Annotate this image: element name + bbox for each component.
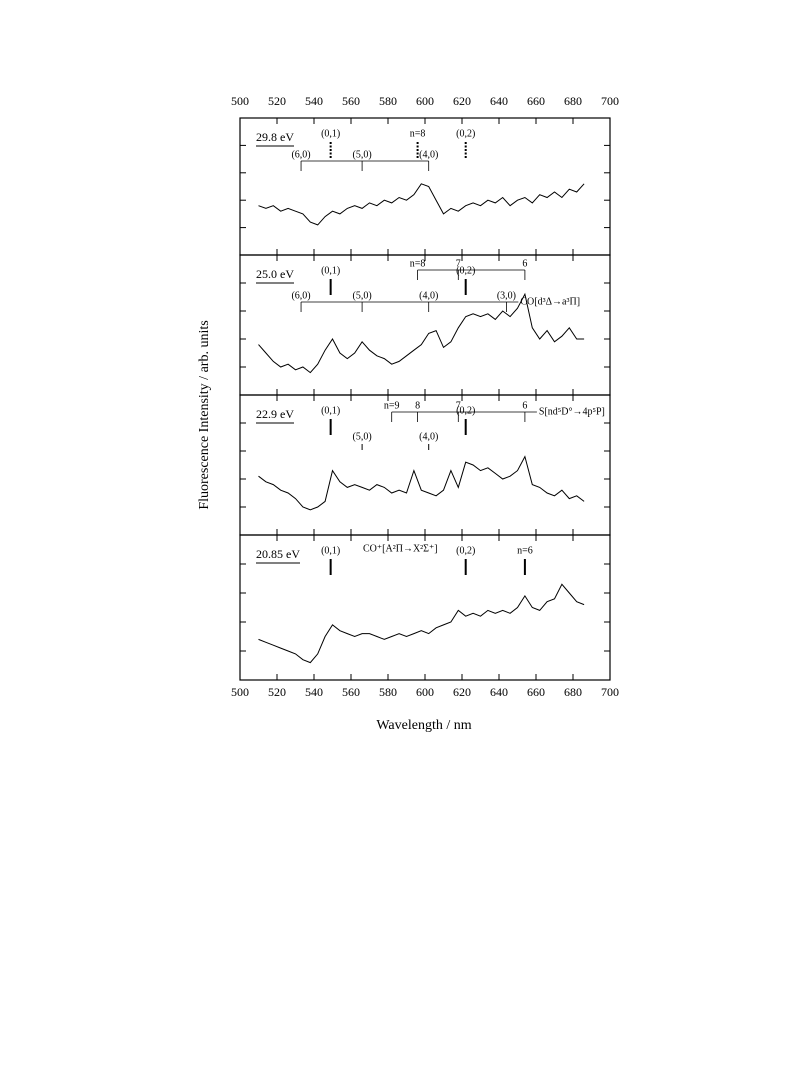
panel-frame [239,254,611,396]
marker-label: (0,2) [456,545,475,556]
system-label: S[nd⁵D°→4p⁵P] [539,406,605,417]
marker-label: (0,1) [321,128,340,139]
x-tick-label: 680 [564,94,582,108]
x-tick-label: 660 [527,94,545,108]
spectrum [258,455,585,511]
x-tick-label: 600 [416,685,434,699]
marker-label: (0,1) [321,405,340,416]
x-tick-label: 700 [601,94,619,108]
comb-label: (3,0) [497,290,516,301]
comb-label: 6 [522,258,527,269]
comb-label: n=9 [384,400,400,411]
comb-label: (5,0) [353,149,372,160]
comb-label: (6,0) [291,149,310,160]
comb-label: 7 [456,400,461,411]
x-axis-title: Wavelength / nm [376,718,471,733]
marker-label: (0,1) [321,265,340,276]
marker-label: (0,2) [456,265,475,276]
minor-marker-label: (5,0) [353,431,372,442]
x-tick-label: 600 [416,94,434,108]
spectrum [258,183,585,226]
comb-label: (4,0) [419,290,438,301]
x-tick-label: 620 [453,94,471,108]
comb-label: (4,0) [419,149,438,160]
energy-label: 29.8 eV [256,130,294,144]
comb-label: (5,0) [353,290,372,301]
comb-label: 7 [456,258,461,269]
x-tick-label: 500 [231,94,249,108]
system-label: CO[d³Δ→a³Π] [520,296,580,307]
x-tick-label: 660 [527,685,545,699]
energy-label: 25.0 eV [256,267,294,281]
system-label: CO⁺[A²Π→X²Σ⁺] [363,543,438,554]
spectrum [258,292,585,374]
x-tick-label: 560 [342,685,360,699]
energy-label: 22.9 eV [256,407,294,421]
x-tick-label: 580 [379,685,397,699]
comb-label: n=8 [410,258,426,269]
marker-label: (0,1) [321,545,340,556]
minor-marker-label: (4,0) [419,431,438,442]
y-axis-title: Fluorescence Intensity / arb. units [197,320,212,509]
x-tick-label: 520 [268,685,286,699]
x-tick-label: 520 [268,94,286,108]
x-tick-label: 560 [342,94,360,108]
x-tick-label: 640 [490,94,508,108]
marker-label: n=6 [517,545,533,556]
energy-label: 20.85 eV [256,547,300,561]
comb-label: 8 [415,400,420,411]
x-tick-label: 540 [305,685,323,699]
x-tick-label: 580 [379,94,397,108]
marker-label: n=8 [410,128,426,139]
x-tick-label: 640 [490,685,508,699]
spectrum [258,583,585,664]
comb-label: (6,0) [291,290,310,301]
x-tick-label: 620 [453,685,471,699]
comb-label: 6 [522,400,527,411]
x-tick-label: 680 [564,685,582,699]
x-tick-label: 540 [305,94,323,108]
x-tick-label: 500 [231,685,249,699]
x-tick-label: 700 [601,685,619,699]
marker-label: (0,2) [456,128,475,139]
marker-label: (0,2) [456,405,475,416]
